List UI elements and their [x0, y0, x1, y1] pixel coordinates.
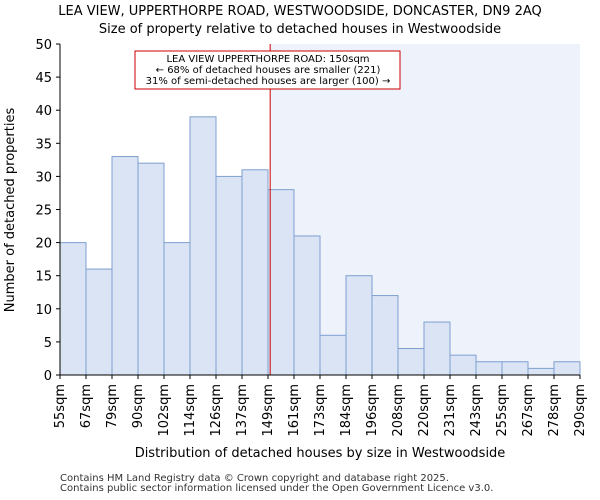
x-tick-label-79sqm: 79sqm: [105, 384, 120, 428]
bar-79sqm: [111, 156, 139, 376]
x-tick-label-196sqm: 196sqm: [365, 384, 380, 437]
y-axis-label: Number of detached properties: [3, 108, 18, 313]
annotation-line1: LEA VIEW UPPERTHORPE ROAD: 150sqm: [166, 54, 369, 65]
y-tick-label: 15: [35, 270, 52, 285]
x-tick-label-220sqm: 220sqm: [417, 384, 432, 437]
x-tick-label-149sqm: 149sqm: [261, 384, 276, 437]
x-tick-label-161sqm: 161sqm: [287, 384, 302, 437]
y-tick-label: 50: [35, 38, 52, 53]
x-tick-label-243sqm: 243sqm: [469, 384, 484, 437]
chart-title-line2: Size of property relative to detached ho…: [99, 22, 501, 37]
bar-90sqm: [137, 162, 165, 376]
x-tick-label-184sqm: 184sqm: [339, 384, 354, 437]
y-tick-label: 30: [35, 170, 52, 185]
footer-line1: Contains HM Land Registry data © Crown c…: [60, 473, 449, 484]
bar-102sqm: [163, 242, 191, 376]
x-tick-label-278sqm: 278sqm: [547, 384, 562, 437]
bar-220sqm: [423, 321, 451, 376]
x-tick-label-137sqm: 137sqm: [235, 384, 250, 437]
x-tick-label-173sqm: 173sqm: [313, 384, 328, 437]
bar-278sqm: [553, 361, 581, 376]
bar-126sqm: [215, 175, 243, 376]
bar-173sqm: [319, 334, 347, 376]
x-axis-label: Distribution of detached houses by size …: [135, 446, 506, 461]
bar-231sqm: [449, 354, 477, 376]
bar-255sqm: [501, 361, 529, 376]
x-tick-label-208sqm: 208sqm: [391, 384, 406, 437]
x-tick-label-231sqm: 231sqm: [443, 384, 458, 437]
y-tick-label: 25: [35, 204, 52, 219]
x-tick-label-67sqm: 67sqm: [79, 384, 94, 428]
x-tick-label-90sqm: 90sqm: [131, 384, 146, 428]
x-tick-label-114sqm: 114sqm: [183, 384, 198, 437]
larger-region-shading: [270, 44, 580, 375]
x-tick-label-126sqm: 126sqm: [209, 384, 224, 437]
y-tick-label: 45: [35, 71, 52, 86]
y-tick-label: 35: [35, 137, 52, 152]
annotation-frame: [134, 50, 401, 90]
y-tick-label: 40: [35, 104, 52, 119]
bar-149sqm: [267, 189, 295, 376]
bar-161sqm: [293, 235, 321, 376]
bar-114sqm: [189, 116, 217, 376]
chart-title-line1: LEA VIEW, UPPERTHORPE ROAD, WESTWOODSIDE…: [58, 4, 542, 19]
bar-67sqm: [85, 268, 113, 376]
annotation-line2: ← 68% of detached houses are smaller (22…: [156, 65, 381, 76]
y-tick-label: 5: [44, 336, 52, 351]
bar-184sqm: [345, 275, 373, 376]
bar-267sqm: [527, 367, 555, 376]
y-tick-label: 10: [35, 303, 52, 318]
footer-line2: Contains public sector information licen…: [60, 483, 494, 494]
x-tick-label-255sqm: 255sqm: [495, 384, 510, 437]
x-tick-label-290sqm: 290sqm: [573, 384, 588, 437]
bar-196sqm: [371, 295, 399, 376]
bar-137sqm: [241, 169, 269, 376]
annotation-line3: 31% of semi-detached houses are larger (…: [146, 76, 391, 87]
y-tick-label: 20: [35, 237, 52, 252]
bar-208sqm: [397, 348, 425, 376]
annotation-box: LEA VIEW UPPERTHORPE ROAD: 150sqm ← 68% …: [134, 50, 401, 90]
x-tick-label-267sqm: 267sqm: [521, 384, 536, 437]
x-tick-label-102sqm: 102sqm: [157, 384, 172, 437]
bar-243sqm: [475, 361, 503, 376]
bar-55sqm: [59, 242, 87, 376]
y-tick-label: 0: [44, 369, 52, 384]
x-tick-label-55sqm: 55sqm: [53, 384, 68, 428]
